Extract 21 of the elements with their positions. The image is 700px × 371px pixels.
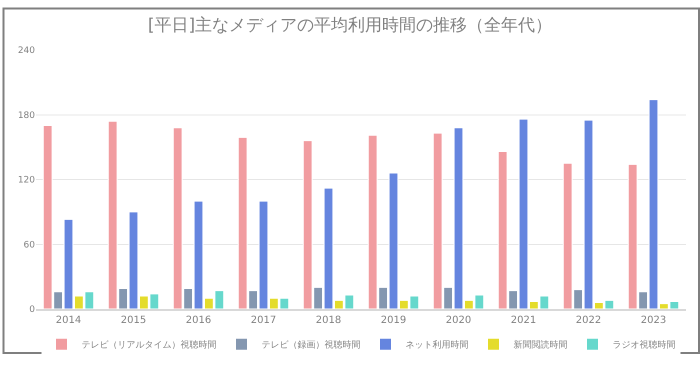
y-tick-label: 120 (18, 176, 36, 186)
x-tick-label: 2022 (576, 315, 602, 326)
legend-label: ラジオ視聴時間 (612, 340, 676, 351)
chart-title: [平日]主なメディアの平均利用時間の推移（全年代） (148, 15, 552, 36)
x-tick-label: 2016 (186, 315, 212, 326)
legend-label: テレビ（リアルタイム）視聴時間 (82, 340, 216, 351)
x-tick-label: 2020 (446, 315, 472, 326)
y-tick-label: 180 (18, 110, 36, 121)
legend-label: ネット利用時間 (406, 340, 468, 351)
y-tick-label: 60 (24, 240, 36, 250)
x-tick-label: 2017 (250, 315, 276, 326)
x-tick-label: 2021 (510, 315, 536, 326)
x-tick-label: 2019 (380, 315, 406, 326)
x-tick-label: 2014 (56, 315, 82, 326)
y-tick-label: 240 (18, 46, 36, 56)
legend-label: テレビ（録画）視聴時間 (262, 340, 360, 351)
x-tick-label: 2023 (640, 315, 666, 326)
y-tick-label: 0 (29, 305, 36, 316)
x-tick-label: 2018 (316, 315, 342, 326)
x-tick-label: 2015 (120, 315, 146, 326)
legend-label: 新聞閲読時間 (514, 340, 568, 351)
